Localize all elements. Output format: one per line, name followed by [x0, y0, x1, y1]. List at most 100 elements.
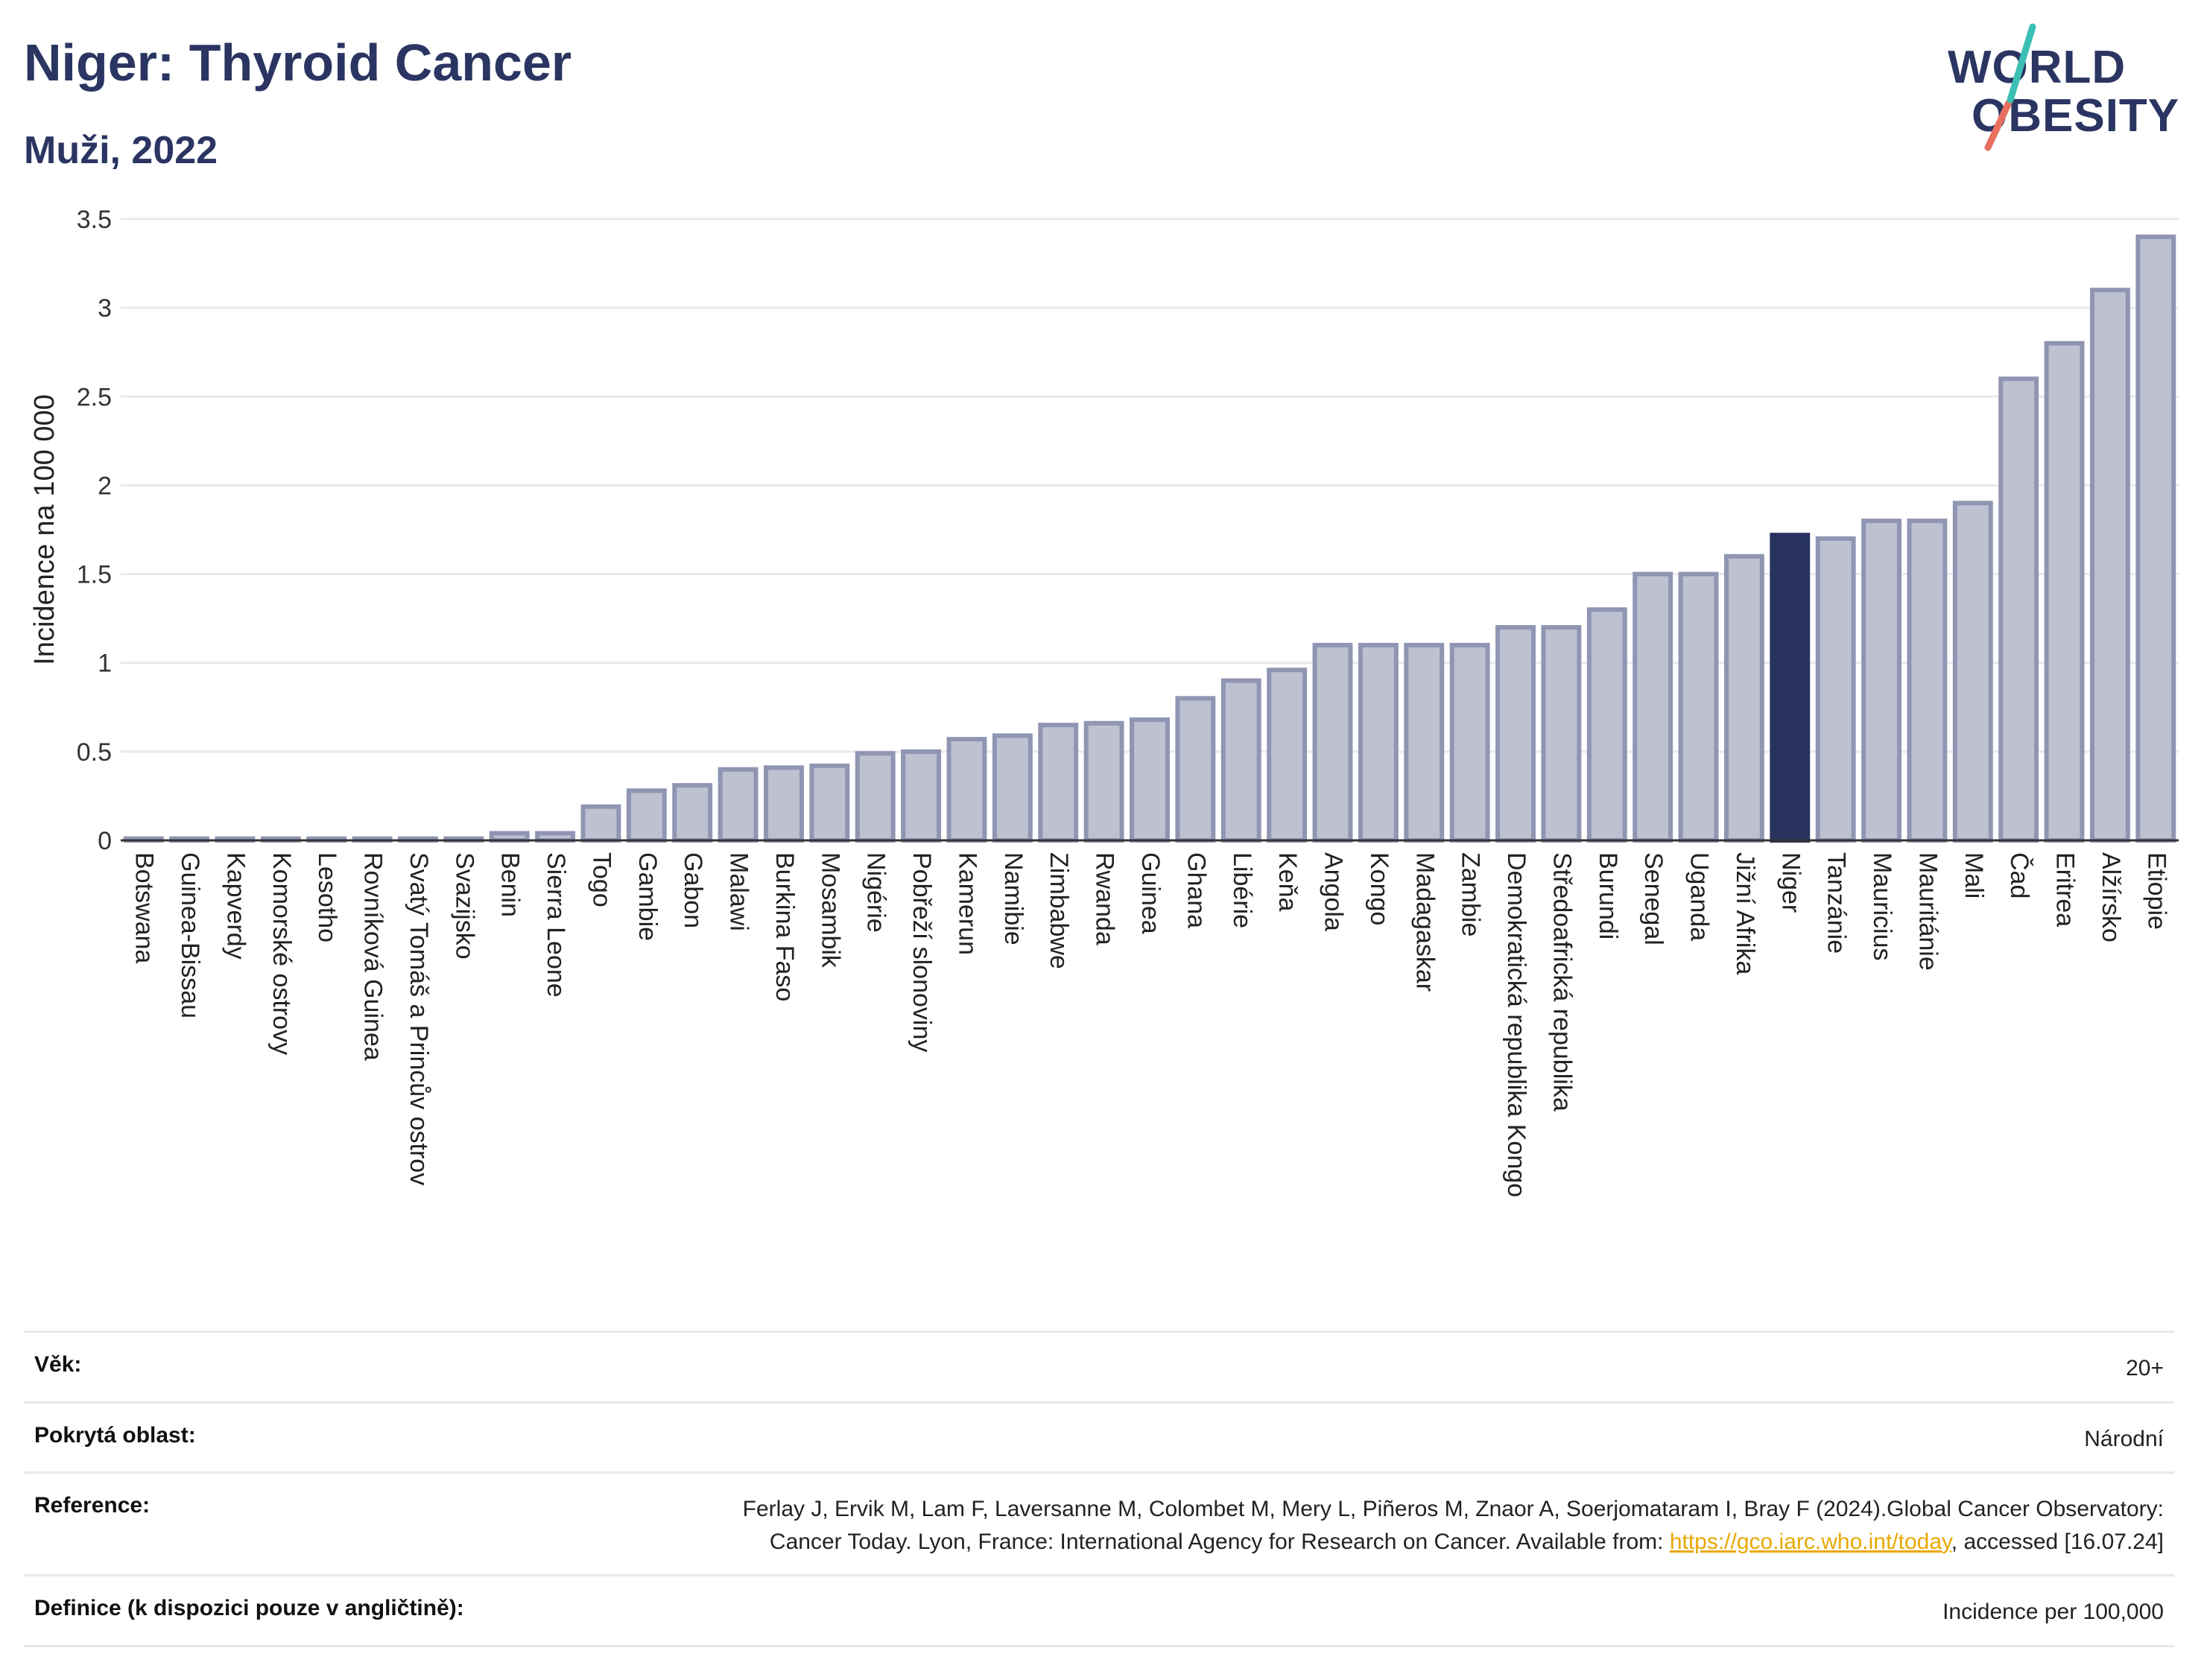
info-row-definition: Definice (k dispozici pouze v angličtině… [24, 1574, 2174, 1647]
bar[interactable] [1220, 678, 1261, 843]
x-tick-label: Sierra Leone [542, 852, 570, 998]
bar[interactable] [626, 788, 667, 843]
bar[interactable] [901, 749, 942, 843]
reference-accessed: , accessed [16.07.24] [1951, 1529, 2164, 1554]
bar[interactable] [2135, 234, 2176, 843]
x-tick-labels: Botswana Guinea-Bissau Kapverdy Komorské os… [130, 852, 2171, 1197]
y-tick-label: 1 [98, 650, 112, 678]
y-axis-label: Incidence na 100 000 [29, 394, 60, 665]
x-tick-label: Pobřeží slonoviny [908, 852, 936, 1052]
x-tick-label: Uganda [1685, 852, 1714, 941]
info-row-age: Věk: 20+ [24, 1331, 2174, 1401]
x-tick-label: Ghana [1182, 852, 1210, 928]
bar[interactable] [1404, 642, 1445, 843]
x-tick-label: Togo [587, 852, 615, 907]
bar-highlighted[interactable] [1770, 533, 1811, 843]
bar[interactable] [1449, 642, 1490, 843]
bar[interactable] [1678, 571, 1719, 843]
chart-subtitle: Muži, 2022 [24, 129, 218, 172]
bar[interactable] [1495, 625, 1536, 843]
x-tick-label: Demokratická republika Kongo [1502, 852, 1530, 1197]
reference-value: Ferlay J, Ervik M, Lam F, Laversanne M, … [674, 1493, 2164, 1558]
bar[interactable] [672, 783, 713, 843]
definition-value: Incidence per 100,000 [1942, 1600, 2164, 1624]
x-tick-label: Angola [1320, 852, 1348, 931]
x-tick-label: Namibie [999, 852, 1027, 945]
info-row-reference: Reference: Ferlay J, Ervik M, Lam F, Lav… [24, 1471, 2174, 1574]
info-table: Věk: 20+ Pokrytá oblast: Národní Referen… [24, 1331, 2174, 1647]
coverage-label: Pokrytá oblast: [34, 1422, 196, 1448]
x-tick-label: Etiopie [2142, 852, 2170, 930]
x-tick-label: Alžírsko [2097, 852, 2125, 942]
age-label: Věk: [34, 1352, 82, 1377]
bar[interactable] [1952, 501, 1993, 843]
bar[interactable] [718, 767, 759, 843]
bar[interactable] [1038, 723, 1079, 843]
bars [123, 234, 2176, 843]
y-tick-label: 3.5 [77, 206, 112, 234]
bar[interactable] [946, 737, 987, 843]
bar[interactable] [1312, 642, 1353, 843]
y-tick-labels: 0 0.5 1 1.5 2 2.5 3 3.5 [77, 206, 112, 855]
logo-line-1: WORLD [1948, 42, 2127, 93]
x-tick-label: Mauricius [1868, 852, 1896, 960]
x-tick-label: Nigérie [862, 852, 890, 933]
x-tick-label: Mosambik [816, 852, 844, 969]
x-tick-label: Eritrea [2051, 852, 2080, 927]
reference-link[interactable]: https://gco.iarc.who.int/today [1669, 1529, 1951, 1554]
bar[interactable] [1815, 536, 1856, 843]
bar[interactable] [1861, 519, 1901, 843]
reference-text: Ferlay J, Ervik M, Lam F, Laversanne M, … [742, 1497, 2164, 1554]
x-tick-label: Tanzánie [1823, 852, 1851, 954]
x-tick-label: Lesotho [313, 852, 341, 942]
age-value: 20+ [2126, 1356, 2164, 1381]
x-tick-label: Mauritánie [1913, 852, 1942, 971]
bar[interactable] [855, 751, 896, 843]
bar[interactable] [1541, 625, 1582, 843]
bar[interactable] [1907, 519, 1948, 843]
chart-title: Niger: Thyroid Cancer [24, 34, 572, 92]
x-tick-label: Svazijsko [450, 852, 478, 960]
bar[interactable] [1175, 696, 1216, 843]
bar[interactable] [1083, 720, 1124, 843]
x-tick-label: Gabon [679, 852, 707, 928]
x-tick-label: Madagaskar [1410, 852, 1439, 992]
x-tick-label: Středoafrická republika [1548, 852, 1576, 1112]
coverage-value: Národní [2084, 1426, 2164, 1451]
bar[interactable] [809, 763, 850, 843]
x-tick-label: Čad [2005, 852, 2033, 898]
x-tick-label: Benin [496, 852, 525, 917]
bar[interactable] [1358, 642, 1399, 843]
bar[interactable] [2044, 340, 2085, 843]
x-tick-label: Keňa [1273, 852, 1302, 911]
x-tick-label: Malawi [725, 852, 753, 931]
x-tick-label: Svatý Tomáš a Princův ostrov [405, 852, 433, 1185]
bar[interactable] [2089, 288, 2130, 843]
x-tick-label: Rwanda [1091, 852, 1119, 945]
bar[interactable] [1723, 554, 1764, 843]
reference-label: Reference: [34, 1493, 151, 1518]
bar[interactable] [1633, 571, 1673, 843]
bar[interactable] [992, 733, 1033, 843]
y-tick-label: 0 [98, 827, 112, 855]
x-tick-label: Zimbabwe [1045, 852, 1073, 969]
bar[interactable] [764, 765, 804, 843]
world-obesity-logo: WORLD OBESITY [1937, 22, 2183, 156]
x-tick-label: Jižní Afrika [1731, 852, 1759, 974]
definition-label: Definice (k dispozici pouze v angličtině… [34, 1596, 464, 1620]
bar[interactable] [1586, 607, 1627, 843]
bar[interactable] [1267, 668, 1308, 843]
y-tick-label: 2 [98, 472, 112, 500]
x-tick-label: Gambie [633, 852, 662, 941]
x-tick-label: Guinea-Bissau [176, 852, 204, 1018]
x-tick-label: Mali [1960, 852, 1988, 898]
logo-slash-icon [1984, 23, 2036, 151]
bar[interactable] [1998, 376, 2039, 843]
bar[interactable] [580, 804, 621, 843]
info-row-coverage: Pokrytá oblast: Národní [24, 1401, 2174, 1472]
x-tick-label: Rovníková Guinea [359, 852, 387, 1061]
y-tick-label: 2.5 [77, 383, 112, 411]
y-tick-label: 3 [98, 294, 112, 323]
x-tick-label: Senegal [1639, 852, 1668, 945]
bar[interactable] [1130, 717, 1170, 843]
